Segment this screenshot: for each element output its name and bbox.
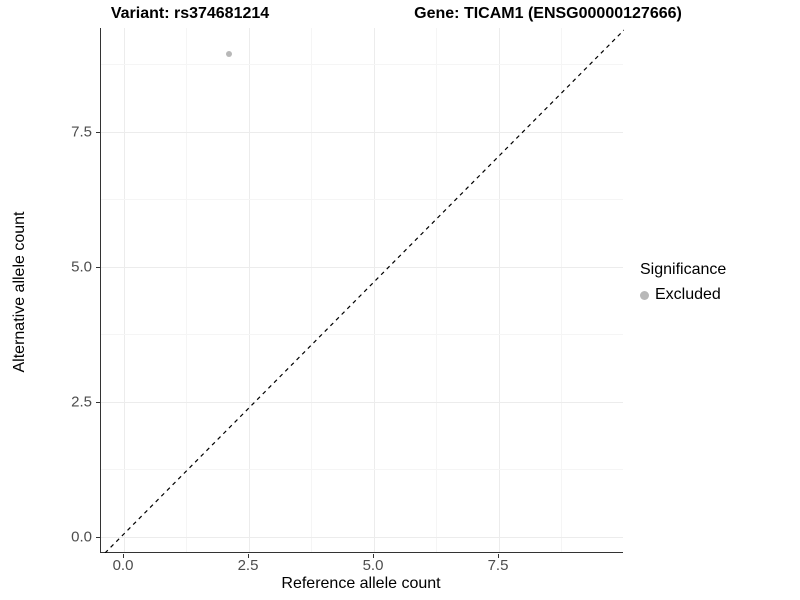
- gridline-minor: [101, 469, 623, 470]
- y-tick-label: 2.5: [71, 393, 92, 411]
- x-tick-label: 7.5: [487, 557, 509, 574]
- y-tick-mark: [96, 132, 100, 133]
- legend-item-label: Excluded: [655, 286, 721, 303]
- y-axis-title: Alternative allele count: [11, 211, 28, 373]
- identity-line: [104, 29, 624, 553]
- gridline-major: [499, 28, 500, 552]
- y-tick-label: 0.0: [71, 528, 92, 546]
- x-tick-mark: [498, 554, 499, 558]
- legend: Significance Excluded: [640, 261, 726, 304]
- gridline-minor: [561, 28, 562, 552]
- x-tick-label: 0.0: [112, 557, 134, 574]
- x-tick-mark: [373, 554, 374, 558]
- legend-item-excluded: Excluded: [640, 286, 726, 304]
- y-tick-mark: [96, 402, 100, 403]
- x-tick-label: 5.0: [362, 557, 384, 574]
- gridline-major: [101, 132, 623, 133]
- gridline-minor: [186, 28, 187, 552]
- y-tick-label: 7.5: [71, 123, 92, 141]
- y-tick-label: 5.0: [71, 258, 92, 276]
- gridline-major: [374, 28, 375, 552]
- gridline-major: [101, 402, 623, 403]
- plot-panel: [100, 28, 624, 553]
- legend-title: Significance: [640, 261, 727, 278]
- y-tick-mark: [96, 267, 100, 268]
- gridline-major: [101, 537, 623, 538]
- gridline-major: [101, 267, 623, 268]
- gridline-major: [124, 28, 125, 552]
- gridline-minor: [101, 334, 623, 335]
- gridline-minor: [101, 199, 623, 200]
- gridline-minor: [436, 28, 437, 552]
- gridline-minor: [101, 64, 623, 65]
- plot-title-variant: Variant: rs374681214: [110, 5, 270, 22]
- plot-title-gene: Gene: TICAM1 (ENSG00000127666): [414, 5, 682, 22]
- y-tick-mark: [96, 537, 100, 538]
- data-point-excluded: [226, 51, 232, 57]
- x-tick-mark: [248, 554, 249, 558]
- gridline-minor: [311, 28, 312, 552]
- legend-key-circle-icon: [640, 290, 649, 300]
- x-axis-title: Reference allele count: [281, 575, 441, 592]
- x-tick-mark: [123, 554, 124, 558]
- gridline-major: [249, 28, 250, 552]
- x-tick-label: 2.5: [237, 557, 259, 574]
